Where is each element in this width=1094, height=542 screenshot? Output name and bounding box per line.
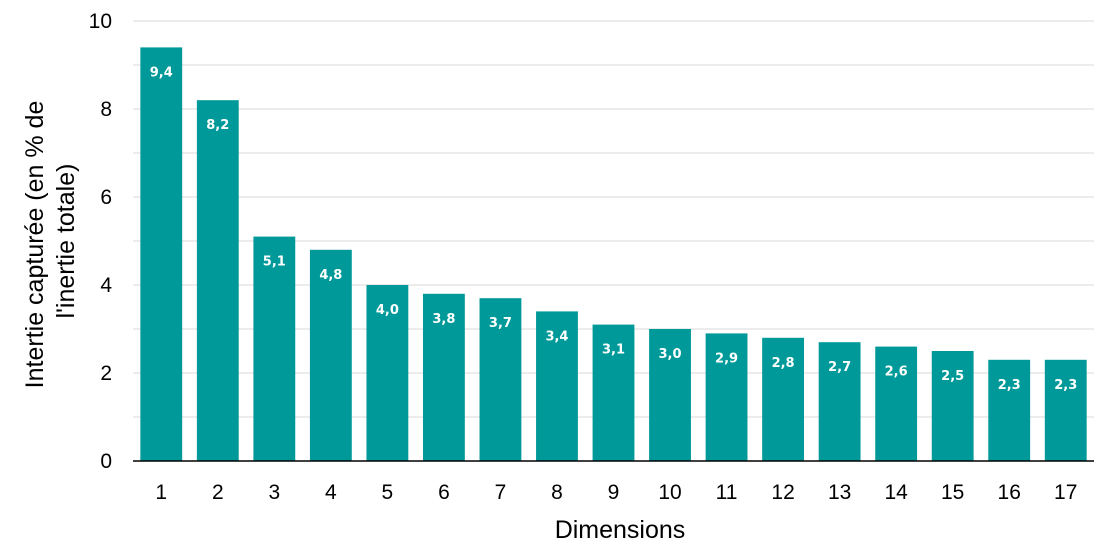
x-tick-label: 7 xyxy=(495,481,507,504)
x-tick-label: 17 xyxy=(1054,481,1077,504)
bar xyxy=(705,333,748,461)
x-tick-label: 8 xyxy=(551,481,563,504)
y-tick-label: 6 xyxy=(100,186,112,209)
bar xyxy=(931,351,974,461)
bar-data-label: 4,8 xyxy=(319,268,342,283)
bar-data-label: 2,6 xyxy=(885,365,908,380)
x-tick-label: 16 xyxy=(998,481,1021,504)
x-tick-label: 4 xyxy=(325,481,337,504)
x-tick-label: 5 xyxy=(382,481,394,504)
bar-data-label: 2,7 xyxy=(828,360,851,375)
bar xyxy=(366,285,409,461)
bar-data-label: 2,5 xyxy=(941,369,964,384)
bar xyxy=(479,298,522,461)
x-tick-label: 15 xyxy=(941,481,964,504)
bar-data-label: 2,3 xyxy=(998,378,1021,393)
bar xyxy=(818,342,861,461)
bar xyxy=(875,346,918,461)
x-tick-label: 10 xyxy=(658,481,681,504)
bar-data-label: 3,7 xyxy=(489,316,512,331)
bar xyxy=(309,249,352,461)
x-tick-label: 13 xyxy=(828,481,851,504)
bar-data-label: 2,3 xyxy=(1054,378,1077,393)
bar xyxy=(649,329,691,461)
bar xyxy=(762,337,805,461)
x-axis-ticks: 1 2 3 4 5 6 7 8 9 10 11 12 13 14 15 16 17 xyxy=(155,481,1077,504)
bar-data-label: 4,0 xyxy=(376,303,399,318)
x-axis-title: Dimensions xyxy=(555,516,686,542)
bar-data-label: 3,1 xyxy=(602,343,625,358)
y-tick-label: 0 xyxy=(100,450,112,473)
y-axis-ticks: 0 2 4 6 8 10 xyxy=(89,10,113,473)
bar-data-label: 5,1 xyxy=(263,255,286,270)
y-tick-label: 8 xyxy=(100,98,112,121)
bars: 9,4 8,2 5,1 4,8 4,0 3,8 3,7 3,4 3,1 3,0 2,9 2,8 2,7 2… xyxy=(140,47,1087,462)
bar-data-label: 2,9 xyxy=(715,351,738,366)
x-tick-label: 12 xyxy=(771,481,794,504)
bar xyxy=(988,359,1031,461)
y-tick-label: 2 xyxy=(100,362,112,385)
bar xyxy=(140,47,183,462)
y-tick-label: 4 xyxy=(100,274,112,297)
bar xyxy=(196,100,239,461)
x-tick-label: 3 xyxy=(268,481,280,504)
y-axis-title: Intertie capturée (en % de l'inertie tot… xyxy=(21,94,80,389)
x-tick-label: 1 xyxy=(155,481,167,504)
bar xyxy=(422,293,465,461)
y-axis-title-line-1: Intertie capturée (en % de xyxy=(21,101,49,389)
bar-data-label: 3,8 xyxy=(432,312,455,327)
bar-data-label: 3,0 xyxy=(659,347,682,362)
bar-data-label: 2,8 xyxy=(772,356,795,371)
bar-data-label: 3,4 xyxy=(545,329,568,344)
x-tick-label: 11 xyxy=(716,481,738,504)
y-tick-label: 10 xyxy=(89,10,112,33)
bar xyxy=(592,324,635,461)
bar xyxy=(536,311,578,461)
bar-data-label: 9,4 xyxy=(150,65,173,80)
x-tick-label: 9 xyxy=(608,481,620,504)
bar-data-label: 8,2 xyxy=(206,118,229,133)
y-axis-title-line-2: l'inertie totale) xyxy=(52,164,80,319)
bar xyxy=(253,236,296,461)
x-tick-label: 2 xyxy=(212,481,224,504)
bar xyxy=(1044,359,1087,461)
x-tick-label: 6 xyxy=(438,481,450,504)
x-tick-label: 14 xyxy=(884,481,908,504)
